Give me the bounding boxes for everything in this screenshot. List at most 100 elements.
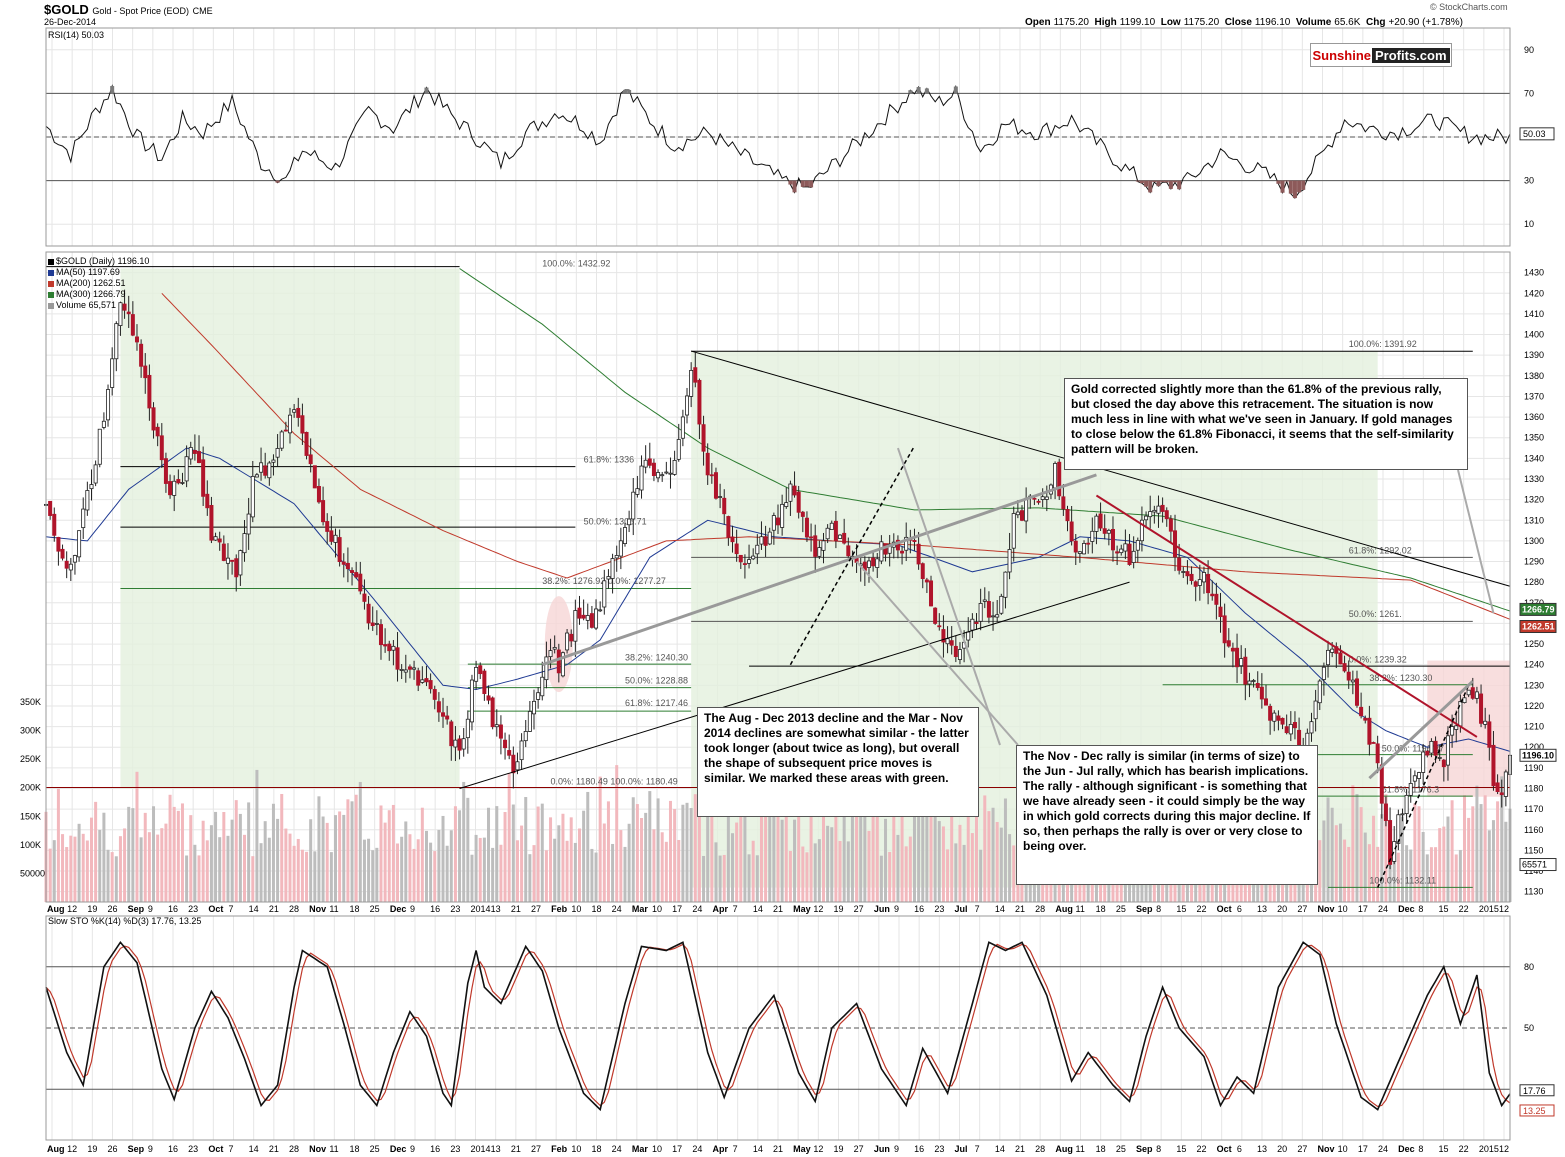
- volume-bar: [999, 827, 1003, 902]
- x-tick-label: 12: [813, 904, 823, 914]
- price-tick-label: 1240: [1524, 660, 1544, 670]
- volume-bar: [925, 795, 929, 902]
- rsi-overbought-fill: [622, 89, 627, 94]
- volume-bar: [354, 794, 358, 902]
- x-tick-label: Sep: [128, 904, 145, 914]
- candle-body: [527, 711, 532, 732]
- x-tick-label: 28: [1035, 904, 1045, 914]
- candle-body: [304, 431, 309, 456]
- volume-bar: [214, 811, 218, 902]
- volume-bar: [515, 840, 519, 902]
- candle-body: [610, 558, 615, 579]
- rsi-overbought-fill: [110, 86, 115, 94]
- candle-body: [217, 538, 222, 543]
- volume-bar: [276, 818, 280, 902]
- volume-bar: [557, 825, 561, 902]
- x-tick-label: 6: [1237, 904, 1242, 914]
- ma50-line: [45, 447, 1511, 752]
- candle-body: [680, 416, 685, 439]
- x-tick-label: Apr: [713, 1144, 729, 1154]
- price-tick-label: 1380: [1524, 371, 1544, 381]
- legend-item-volume: Volume 65,571: [48, 300, 149, 311]
- rsi-oversold-fill: [809, 180, 814, 188]
- x-tick-label: 9: [410, 1144, 415, 1154]
- x-tick-label: 24: [692, 904, 702, 914]
- volume-bar: [520, 825, 524, 902]
- candle-body: [771, 515, 776, 531]
- rsi-oversold-fill: [1173, 180, 1178, 183]
- x-tick-label: 9: [894, 1144, 899, 1154]
- sto-d-line: [45, 943, 1511, 1108]
- volume-bar: [1467, 817, 1471, 902]
- volume-bar: [329, 852, 333, 902]
- candle-body: [436, 701, 441, 713]
- price-tick-label: 1350: [1524, 433, 1544, 443]
- volume-bar: [139, 837, 143, 902]
- candle-body: [1251, 680, 1256, 682]
- volume-bar: [631, 797, 635, 902]
- candle-body: [168, 481, 173, 496]
- x-tick-label: Dec: [390, 1144, 407, 1154]
- volume-bar: [681, 804, 685, 902]
- volume-bar: [549, 817, 553, 902]
- candle-body: [403, 669, 408, 673]
- volume-bar: [685, 802, 689, 902]
- volume-bar: [48, 848, 52, 902]
- price-tick-label: 1360: [1524, 412, 1544, 422]
- volume-tick-label: 150K: [20, 811, 41, 821]
- candle-body: [941, 629, 946, 643]
- x-tick-label: 24: [612, 904, 622, 914]
- candle-body: [776, 517, 781, 526]
- x-tick-label: 13: [491, 1144, 501, 1154]
- x-tick-label: Aug: [47, 904, 65, 914]
- x-tick-label: 11: [329, 904, 338, 914]
- price-tick-label: 1370: [1524, 391, 1544, 401]
- candle-body: [354, 572, 359, 578]
- volume-bar: [941, 826, 945, 902]
- candle-body: [192, 450, 197, 454]
- x-tick-label: Sep: [1136, 904, 1153, 914]
- x-tick-label: 7: [229, 904, 234, 914]
- volume-bar: [1442, 826, 1446, 902]
- fib-label: 61.8%: 1217.46: [625, 698, 688, 708]
- candle-body: [726, 516, 731, 538]
- volume-bar: [979, 849, 983, 902]
- candle-body: [1040, 496, 1045, 500]
- price-tick-label: 1430: [1524, 268, 1544, 278]
- candle-body: [490, 697, 495, 728]
- candle-body: [412, 667, 417, 670]
- rsi-tick-label: 90: [1524, 45, 1534, 55]
- stockcharts-credit: © StockCharts.com: [1430, 2, 1508, 12]
- volume-bar: [743, 796, 747, 902]
- candle-body: [432, 689, 437, 700]
- candle-body: [1503, 771, 1508, 797]
- volume-bar: [863, 809, 867, 902]
- rsi-oversold-fill: [1276, 180, 1281, 184]
- candle-body: [1160, 504, 1165, 512]
- candle-body: [635, 488, 640, 495]
- x-tick-label: 22: [1197, 1144, 1207, 1154]
- candle-body: [312, 465, 317, 489]
- volume-bar: [540, 803, 544, 902]
- candle-body: [879, 541, 884, 562]
- volume-bar: [309, 819, 313, 902]
- x-tick-label: 24: [1378, 904, 1388, 914]
- x-tick-label: 9: [148, 1144, 153, 1154]
- x-tick-label: 10: [571, 1144, 581, 1154]
- volume-bar: [933, 796, 937, 902]
- candle-body: [275, 448, 280, 458]
- candle-body: [254, 474, 259, 478]
- candle-body: [271, 459, 276, 463]
- candle-body: [184, 456, 189, 482]
- volume-bar: [238, 813, 242, 902]
- x-tick-label: 7: [733, 904, 738, 914]
- candle-body: [705, 452, 710, 476]
- candle-body: [1044, 496, 1049, 500]
- candle-body: [416, 670, 421, 686]
- volume-bar: [1330, 807, 1334, 902]
- volume-bar: [1376, 846, 1380, 902]
- volume-bar: [813, 843, 817, 902]
- volume-bar: [615, 765, 619, 902]
- candle-body: [1375, 743, 1380, 764]
- volume-bar: [313, 851, 317, 902]
